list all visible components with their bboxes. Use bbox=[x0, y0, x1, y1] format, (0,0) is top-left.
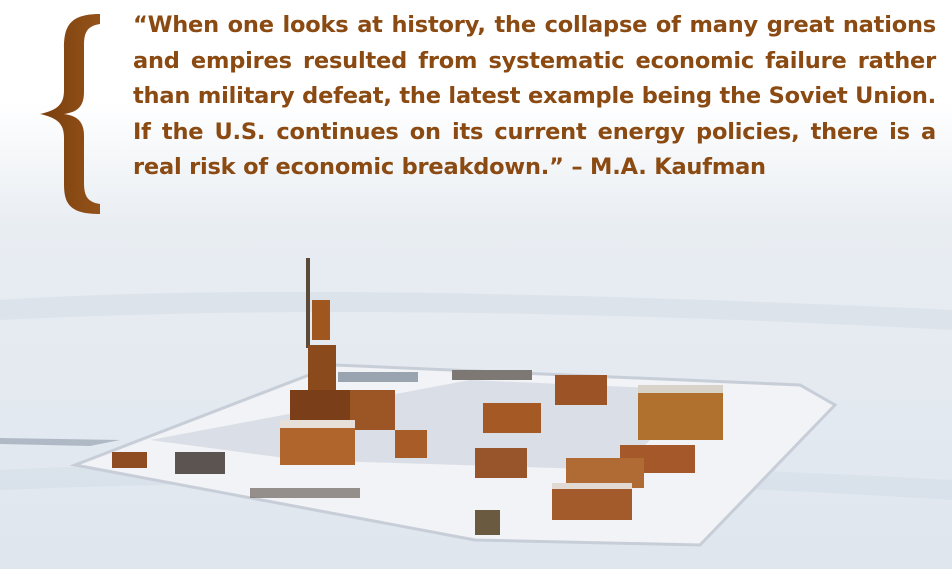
building bbox=[483, 403, 541, 433]
equipment bbox=[338, 372, 418, 382]
building bbox=[350, 390, 395, 430]
rig-mast bbox=[306, 258, 310, 348]
vehicle bbox=[475, 510, 500, 535]
page: “When one looks at history, the collapse… bbox=[0, 0, 952, 569]
building bbox=[475, 448, 527, 478]
equipment bbox=[452, 370, 532, 380]
building bbox=[638, 390, 723, 440]
building bbox=[555, 375, 607, 405]
quote: “When one looks at history, the collapse… bbox=[133, 8, 936, 186]
roof bbox=[280, 420, 355, 428]
roof bbox=[638, 385, 723, 393]
building bbox=[395, 430, 427, 458]
building bbox=[280, 425, 355, 465]
equipment bbox=[250, 488, 360, 498]
roof bbox=[552, 483, 632, 489]
equipment bbox=[175, 452, 225, 474]
rig-base bbox=[290, 390, 350, 425]
quote-attribution: – M.A. Kaufman bbox=[571, 154, 766, 180]
building bbox=[552, 485, 632, 520]
rig-derrick bbox=[312, 300, 330, 340]
quote-text: “When one looks at history, the collapse… bbox=[133, 12, 936, 180]
building bbox=[112, 452, 147, 468]
